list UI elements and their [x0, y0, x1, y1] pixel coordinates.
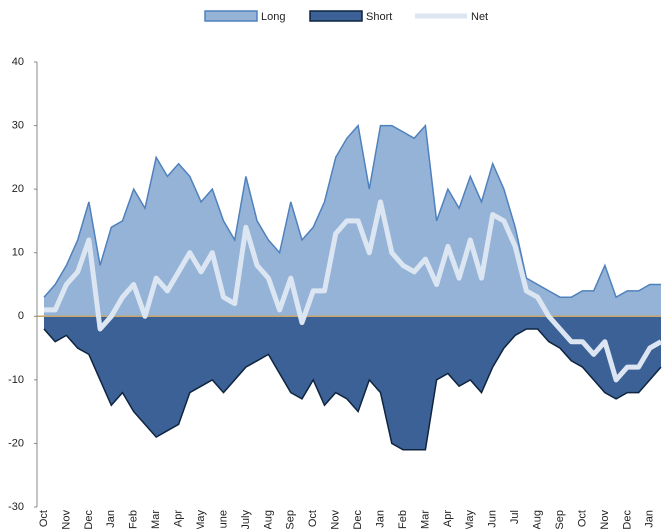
x-tick-label: May [464, 510, 476, 529]
legend-label: Long [261, 11, 285, 23]
y-tick-label: 0 [18, 310, 24, 322]
y-tick-label: 10 [12, 247, 24, 259]
x-tick-label: Nov [60, 510, 72, 529]
x-tick-label: Dec [621, 510, 633, 529]
x-tick-label: Feb [128, 510, 140, 529]
x-tick-label: Sep [554, 510, 566, 529]
x-tick-label: Jan [644, 510, 656, 528]
x-tick-label: Jan [105, 510, 117, 528]
x-tick-label: July [240, 510, 252, 529]
x-tick-label: May [195, 510, 207, 529]
legend-swatch [309, 10, 363, 22]
y-tick-label: 20 [12, 183, 24, 195]
y-tick-label: 40 [12, 56, 24, 68]
x-tick-label: Jun [487, 510, 499, 528]
x-tick-label: Apr [173, 510, 185, 527]
x-tick-label: Nov [599, 510, 611, 529]
x-tick-label: Aug [532, 510, 544, 529]
x-tick-label: Jan [374, 510, 386, 528]
x-tick-label: Aug [262, 510, 274, 529]
x-tick-label: Dec [352, 510, 364, 529]
line [44, 199, 663, 383]
x-tick-label: Sep [285, 510, 297, 529]
x-tick-label: Mar [150, 510, 162, 529]
y-tick-label: -10 [8, 374, 24, 386]
x-tick-label: Oct [307, 510, 319, 527]
y-tick-label: -20 [8, 437, 24, 449]
area-edge [43, 328, 662, 451]
x-tick-label: Nov [330, 510, 342, 529]
x-tick-label: Oct [38, 510, 50, 527]
area [44, 316, 661, 450]
x-tick-label: Mar [419, 510, 431, 529]
x-tick-label: Oct [576, 510, 588, 527]
x-tick-label: Dec [83, 510, 95, 529]
area-edge [43, 123, 661, 299]
legend-swatch [204, 10, 258, 22]
y-tick-label: -30 [8, 501, 24, 513]
legend-label: Net [471, 11, 488, 23]
x-tick-label: Jul [509, 510, 521, 524]
x-tick-label: Feb [397, 510, 409, 529]
x-tick-label: Apr [442, 510, 454, 527]
y-tick-label: 30 [12, 119, 24, 131]
legend-label: Short [366, 11, 392, 23]
x-tick-label: June [217, 510, 229, 529]
